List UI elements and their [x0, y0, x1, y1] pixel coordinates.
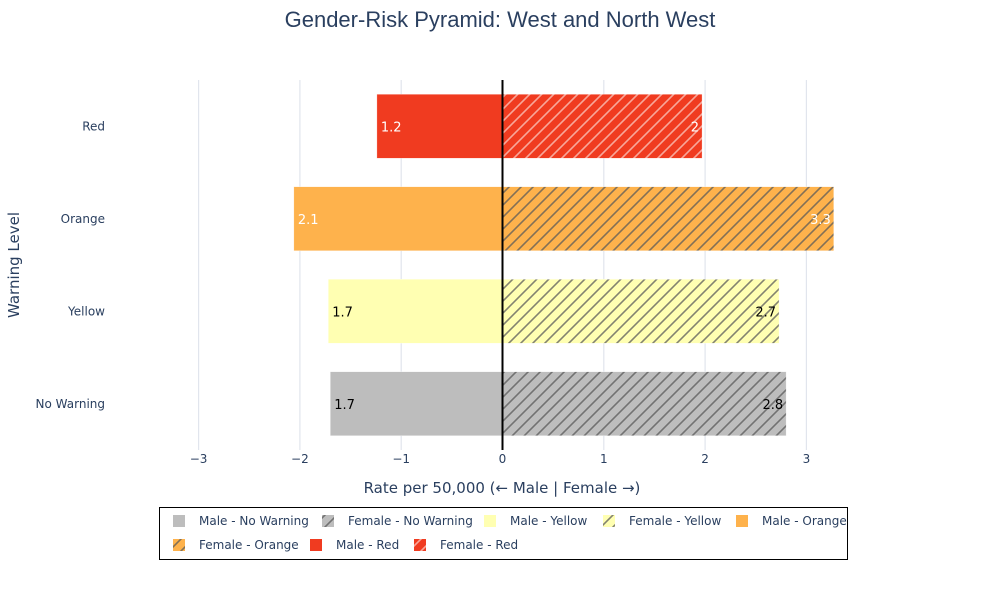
legend-swatch [603, 515, 615, 527]
legend-item-female-orange[interactable]: Female - Orange [173, 538, 299, 552]
x-axis-ticks: −3 −2 −1 0 1 2 3 [190, 452, 810, 466]
bar-female-orange [502, 186, 835, 251]
y-tick-label-red: Red [82, 119, 105, 133]
bar-label-male-red: 1.2 [381, 120, 402, 135]
x-tick-label: 2 [701, 452, 709, 466]
legend-label: Male - Red [336, 538, 399, 552]
legend-label: Male - Yellow [510, 514, 588, 528]
chart-title: Gender-Risk Pyramid: West and North West [285, 7, 716, 32]
x-tick-label: 1 [600, 452, 608, 466]
legend-item-female-red[interactable]: Female - Red [414, 538, 518, 552]
legend-swatch [414, 539, 426, 551]
x-axis-title: Rate per 50,000 (← Male | Female →) [364, 479, 641, 497]
legend-swatch [173, 515, 185, 527]
x-tick-label: 0 [499, 452, 507, 466]
x-tick-label: −2 [291, 452, 309, 466]
bar-male-no-warning [330, 371, 503, 436]
bar-label-male-orange: 2.1 [298, 213, 319, 228]
legend-swatch [322, 515, 334, 527]
legend-item-female-yellow[interactable]: Female - Yellow [603, 514, 721, 528]
y-tick-label-no-warning: No Warning [36, 397, 105, 411]
legend-swatch [310, 539, 322, 551]
legend-label: Female - Orange [199, 538, 299, 552]
bars [293, 80, 835, 450]
legend-swatch [736, 515, 748, 527]
legend-item-female-no-warning[interactable]: Female - No Warning [322, 514, 473, 528]
bar-label-female-orange: 3.3 [810, 213, 831, 228]
y-axis-ticks: No Warning Yellow Orange Red [36, 119, 106, 411]
bar-label-female-yellow: 2.7 [755, 305, 776, 320]
bar-female-no-warning [502, 371, 787, 436]
x-tick-label: 3 [803, 452, 811, 466]
bar-label-female-no-warning: 2.8 [762, 398, 783, 413]
legend-item-male-red[interactable]: Male - Red [310, 538, 399, 552]
legend-item-male-orange[interactable]: Male - Orange [736, 514, 847, 528]
bar-label-male-no-warning: 1.7 [334, 398, 355, 413]
bar-labels: 1.7 2.8 1.7 2.7 2.1 3.3 1.2 2 [298, 120, 831, 413]
legend-label: Male - No Warning [199, 514, 309, 528]
legend-label: Female - No Warning [348, 514, 473, 528]
legend: Male - No Warning Female - No Warning Male… [159, 507, 848, 560]
bar-male-yellow [328, 279, 503, 344]
bar-label-female-red: 2 [691, 120, 699, 135]
x-tick-label: −1 [392, 452, 410, 466]
bar-female-yellow [502, 279, 780, 344]
legend-swatch [173, 539, 185, 551]
x-tick-label: −3 [190, 452, 208, 466]
legend-label: Female - Yellow [629, 514, 721, 528]
legend-label: Female - Red [440, 538, 518, 552]
legend-item-male-no-warning[interactable]: Male - No Warning [173, 514, 309, 528]
bar-male-red [376, 94, 503, 159]
legend-swatch [484, 515, 496, 527]
legend-label: Male - Orange [762, 514, 847, 528]
y-tick-label-orange: Orange [61, 212, 105, 226]
bar-male-orange [293, 186, 503, 251]
bar-label-male-yellow: 1.7 [332, 305, 353, 320]
legend-border [159, 507, 848, 560]
y-axis-title: Warning Level [5, 212, 23, 318]
y-tick-label-yellow: Yellow [67, 304, 105, 318]
bar-female-red [502, 94, 703, 159]
legend-item-male-yellow[interactable]: Male - Yellow [484, 514, 588, 528]
